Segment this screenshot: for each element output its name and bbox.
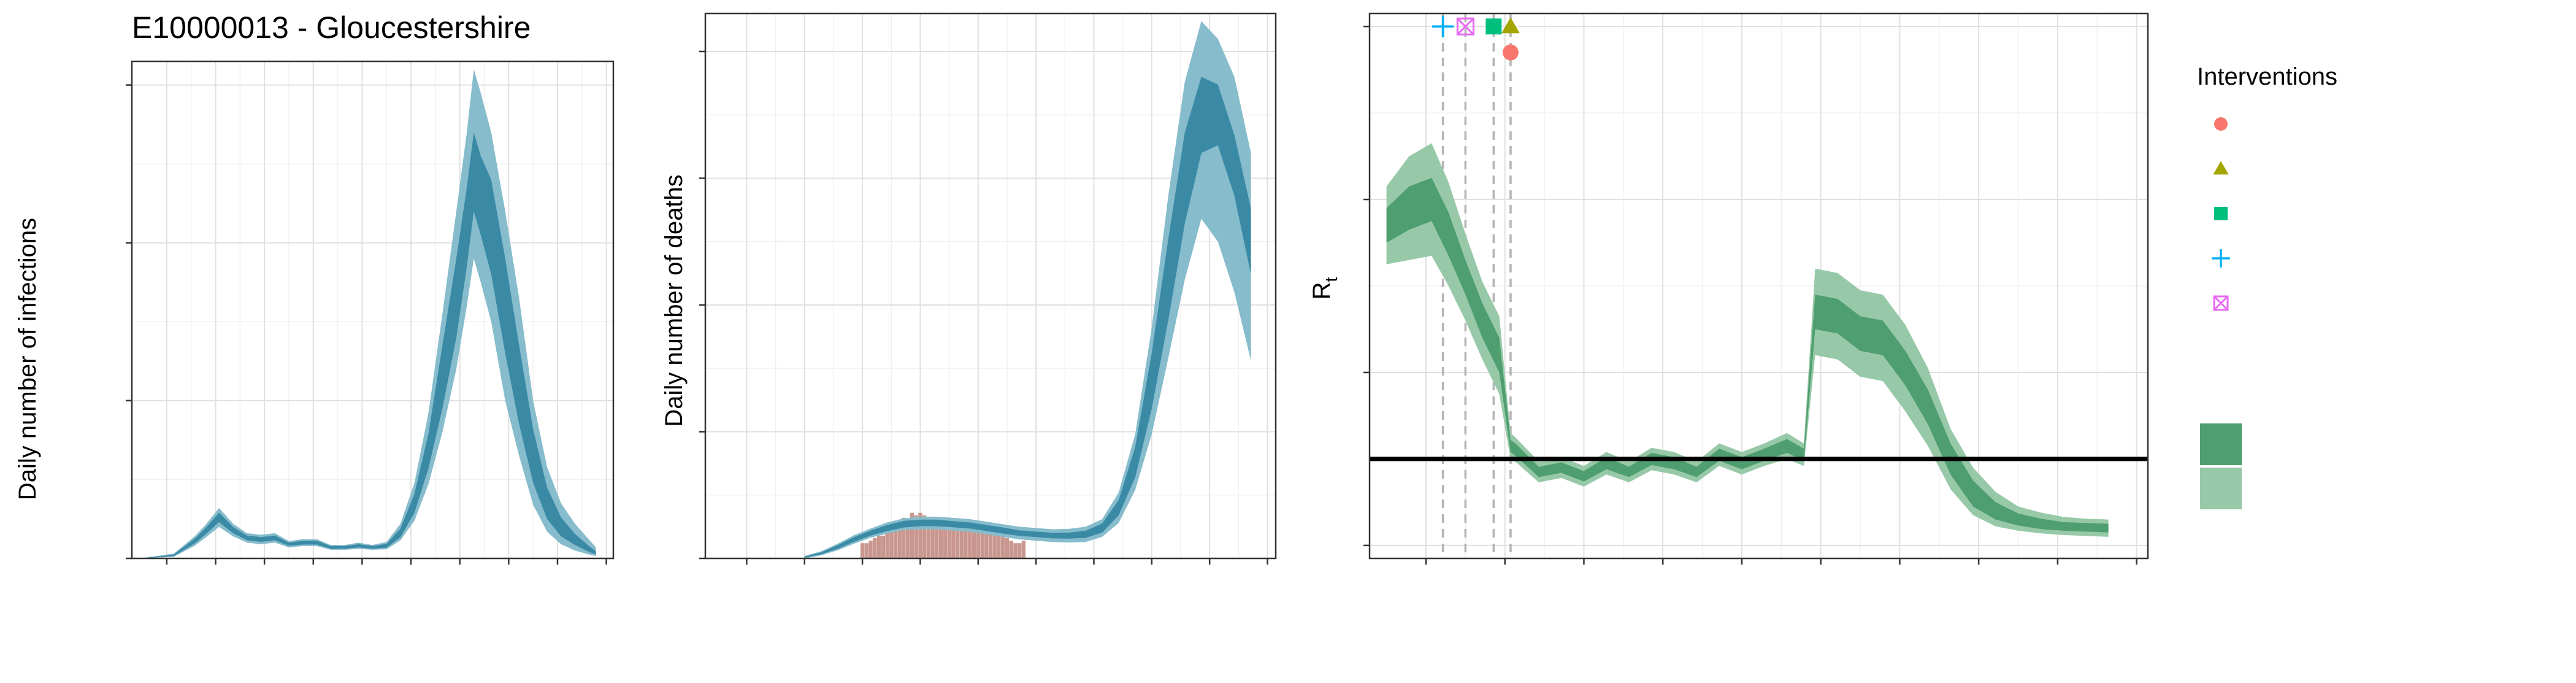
observed-death-bar <box>922 515 927 558</box>
observed-death-bar <box>864 543 869 558</box>
observed-death-bar <box>1005 538 1010 558</box>
legend-symbol <box>2213 161 2229 175</box>
panel-border <box>704 12 1277 560</box>
ci50-band <box>145 132 596 558</box>
observed-death-bar <box>893 523 898 558</box>
observed-death-bar <box>938 520 943 558</box>
observed-death-bar <box>968 523 972 558</box>
ci95-band <box>145 69 596 558</box>
observed-death-bar <box>902 517 906 558</box>
observed-death-bar <box>885 530 889 558</box>
legend-items <box>2212 117 2230 311</box>
observed-death-bar <box>988 530 993 558</box>
y-axis-label-subscript: t <box>1322 277 1341 282</box>
observed-death-bar <box>868 541 873 558</box>
deaths-plot-area <box>699 12 1277 565</box>
ci95-band <box>804 21 1251 558</box>
panel-border <box>131 60 615 560</box>
legend-symbol <box>2214 207 2228 220</box>
observed-death-bar <box>947 520 951 558</box>
legend-symbol <box>2214 117 2228 131</box>
observed-death-bar <box>959 523 964 558</box>
observed-death-bar <box>935 520 939 558</box>
y-axis-label-main: R <box>1308 282 1335 299</box>
intervention-marker <box>1502 44 1519 61</box>
legend-ci-swatch <box>2200 423 2242 465</box>
ci50-band <box>804 77 1251 558</box>
observed-death-bar <box>1009 541 1013 558</box>
intervention-marker <box>1485 18 1502 35</box>
observed-death-bar <box>955 520 960 558</box>
observed-death-bar <box>906 520 910 558</box>
observed-death-bar <box>1017 543 1022 558</box>
legend-title: Interventions <box>2197 63 2337 90</box>
observed-death-bar <box>943 517 948 558</box>
observed-death-bar <box>897 523 902 558</box>
intervention-marker <box>1432 15 1454 37</box>
y-axis-label: Daily number of deaths <box>661 174 688 426</box>
legend: Interventions <box>2197 63 2337 509</box>
observed-death-bar <box>980 528 984 558</box>
panel-border <box>1368 12 2149 560</box>
ci50-band <box>1386 177 2109 533</box>
legend-ci-swatch <box>2200 468 2242 509</box>
observed-death-bar <box>881 535 885 558</box>
observed-death-bar <box>930 517 935 558</box>
observed-death-bar <box>997 533 1001 558</box>
observed-death-bar <box>984 530 989 558</box>
observed-death-bar <box>860 543 865 558</box>
observed-death-bar <box>972 525 976 558</box>
observed-death-bar <box>964 525 968 558</box>
observed-death-bar <box>992 533 997 558</box>
observed-death-bar <box>918 512 922 558</box>
rt-panel: Rt <box>1308 12 2149 565</box>
infections-panel: E10000013 - Gloucestershire Daily number… <box>14 10 615 565</box>
observed-death-bar <box>1021 541 1026 558</box>
observed-death-bar <box>1001 535 1005 558</box>
legend-ci <box>2200 423 2242 509</box>
observed-death-bar <box>976 528 980 558</box>
intervention-marker <box>1456 17 1474 36</box>
observed-death-bar <box>951 523 956 558</box>
rt-plot-area <box>1363 12 2149 565</box>
legend-symbol <box>2212 249 2230 268</box>
y-axis-label: Rt <box>1308 277 1341 299</box>
observed-death-bar <box>889 525 894 558</box>
y-axis-label: Daily number of infections <box>14 218 41 500</box>
observed-death-bar <box>914 515 918 558</box>
observed-death-bar <box>873 538 877 558</box>
ci95-band <box>1386 143 2109 537</box>
intervention-marker <box>1501 17 1520 34</box>
observed-death-bar <box>1013 543 1018 558</box>
legend-symbol <box>2213 295 2229 311</box>
deaths-panel: Daily number of deaths <box>661 12 1277 565</box>
infections-plot-area <box>126 60 615 565</box>
observed-death-bar <box>910 512 914 558</box>
observed-death-bar <box>876 535 881 558</box>
observed-death-bar <box>926 517 931 558</box>
chart-title: E10000013 - Gloucestershire <box>132 10 531 45</box>
